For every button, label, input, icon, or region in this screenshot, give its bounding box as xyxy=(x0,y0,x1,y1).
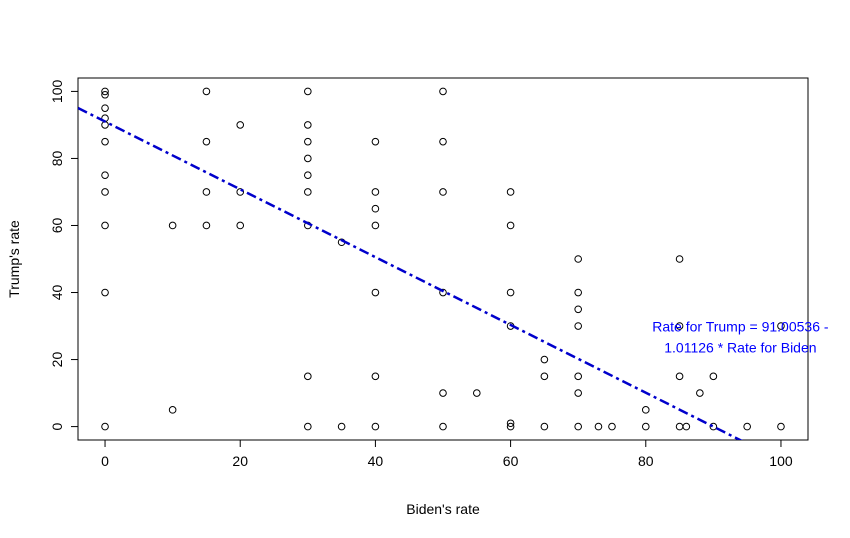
data-point xyxy=(304,87,312,96)
data-point xyxy=(439,137,447,146)
y-tick-label: 80 xyxy=(49,150,65,166)
data-point xyxy=(709,372,718,381)
x-tick-label: 20 xyxy=(232,453,248,469)
regression-line xyxy=(78,106,743,440)
data-point xyxy=(574,372,582,381)
data-point xyxy=(641,406,650,414)
data-point xyxy=(236,221,245,230)
data-point xyxy=(168,221,177,230)
data-point xyxy=(371,288,380,297)
x-axis-title: Biden's rate xyxy=(406,501,480,517)
data-point xyxy=(709,422,718,431)
x-tick-label: 60 xyxy=(503,453,519,469)
data-point xyxy=(371,204,380,213)
data-point xyxy=(439,288,447,297)
data-point xyxy=(101,288,109,297)
data-point xyxy=(304,422,312,431)
y-tick-label: 40 xyxy=(49,285,65,301)
data-point xyxy=(439,87,447,96)
x-axis: 0 20 40 60 80 100 xyxy=(101,439,793,469)
data-point xyxy=(540,355,549,364)
data-points xyxy=(101,87,785,431)
data-point xyxy=(101,422,109,431)
data-point xyxy=(168,406,177,414)
data-point xyxy=(540,422,549,431)
data-point xyxy=(574,255,582,263)
y-tick-label: 0 xyxy=(49,422,65,430)
data-point xyxy=(101,221,109,230)
x-tick-label: 80 xyxy=(638,453,654,469)
data-point xyxy=(439,389,447,397)
x-tick-label: 40 xyxy=(368,453,384,469)
data-point xyxy=(506,422,515,431)
data-point xyxy=(675,255,684,263)
data-point xyxy=(236,188,245,196)
data-point xyxy=(743,422,751,431)
data-point xyxy=(574,322,582,330)
data-point xyxy=(371,372,380,381)
data-point xyxy=(371,422,380,431)
data-point xyxy=(540,372,549,381)
annotation-line-1: Rate for Trump = 91.00536 - xyxy=(652,319,829,335)
y-tick-label: 100 xyxy=(49,80,65,104)
data-point xyxy=(506,288,515,297)
data-point xyxy=(439,188,447,196)
x-tick-label: 0 xyxy=(101,453,109,469)
data-point xyxy=(574,305,582,314)
data-point xyxy=(304,121,312,129)
data-point xyxy=(506,188,515,196)
data-point xyxy=(101,137,109,146)
data-point xyxy=(371,188,380,196)
data-point xyxy=(304,137,312,146)
data-point xyxy=(236,121,245,129)
data-point xyxy=(202,188,211,196)
annotation-line-2: 1.01126 * Rate for Biden xyxy=(664,340,816,356)
data-point xyxy=(202,137,211,146)
data-point xyxy=(574,288,582,297)
data-point xyxy=(472,389,481,397)
y-tick-label: 60 xyxy=(49,217,65,233)
data-point xyxy=(675,372,684,381)
regression-line-group xyxy=(78,106,743,440)
regression-annotation: Rate for Trump = 91.00536 - 1.01126 * Ra… xyxy=(652,319,829,356)
data-point xyxy=(675,322,684,330)
data-point xyxy=(101,188,109,196)
data-point xyxy=(304,188,312,196)
data-point xyxy=(696,389,704,397)
data-point xyxy=(506,419,515,428)
data-point xyxy=(682,422,691,431)
x-tick-label: 100 xyxy=(769,453,793,469)
data-point xyxy=(594,422,603,431)
data-point xyxy=(506,221,515,230)
data-point xyxy=(202,87,211,96)
data-point xyxy=(371,137,380,146)
data-point xyxy=(608,422,616,431)
data-point xyxy=(101,87,109,96)
data-point xyxy=(337,422,346,431)
data-point xyxy=(675,422,684,431)
plot-frame xyxy=(77,77,809,441)
data-point xyxy=(202,221,211,230)
y-tick-label: 20 xyxy=(49,352,65,368)
data-point xyxy=(371,221,380,230)
data-point xyxy=(101,90,109,99)
y-axis: 0 20 40 60 80 100 xyxy=(49,80,79,430)
data-point xyxy=(304,154,312,163)
data-point xyxy=(574,422,582,431)
data-point xyxy=(439,422,447,431)
data-point xyxy=(304,372,312,381)
y-axis-title: Trump's rate xyxy=(6,220,22,298)
data-point xyxy=(101,104,109,112)
data-point xyxy=(641,422,650,431)
data-point xyxy=(777,422,785,431)
data-point xyxy=(101,171,109,180)
data-point xyxy=(574,389,582,397)
data-point xyxy=(777,322,785,330)
data-point xyxy=(304,171,312,180)
